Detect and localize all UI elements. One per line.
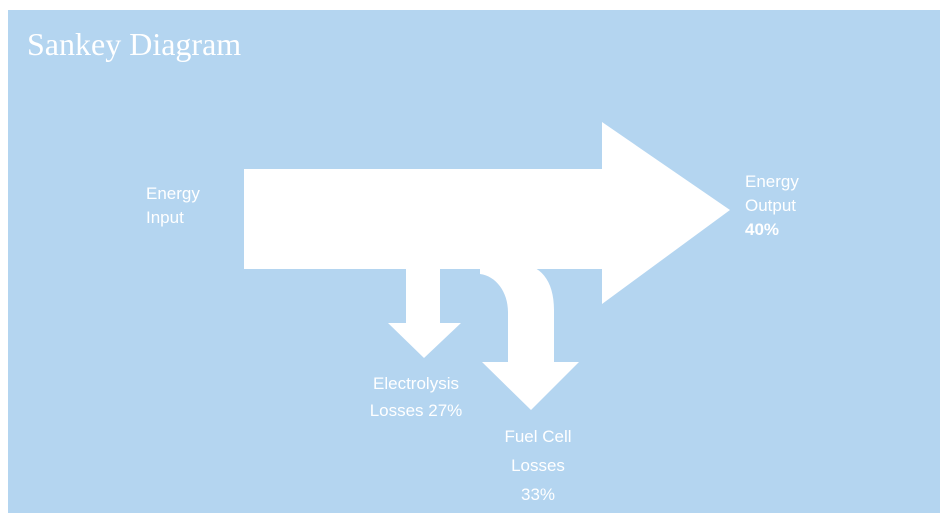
fuel-cell-losses-label: Fuel Cell Losses 33% — [504, 427, 572, 504]
diagram-slide: Sankey Diagram Energy Input Energy Outpu… — [8, 10, 940, 513]
energy-output-label: Energy Output 40% — [745, 172, 799, 239]
flow-electrolysis-losses — [388, 264, 461, 358]
sankey-diagram — [244, 122, 730, 410]
diagram-title: Sankey Diagram — [27, 26, 242, 62]
flow-energy-output — [244, 122, 730, 304]
flow-fuel-cell-losses — [480, 264, 579, 410]
energy-input-label: Energy Input — [146, 184, 200, 227]
electrolysis-losses-label: Electrolysis Losses 27% — [369, 374, 463, 420]
